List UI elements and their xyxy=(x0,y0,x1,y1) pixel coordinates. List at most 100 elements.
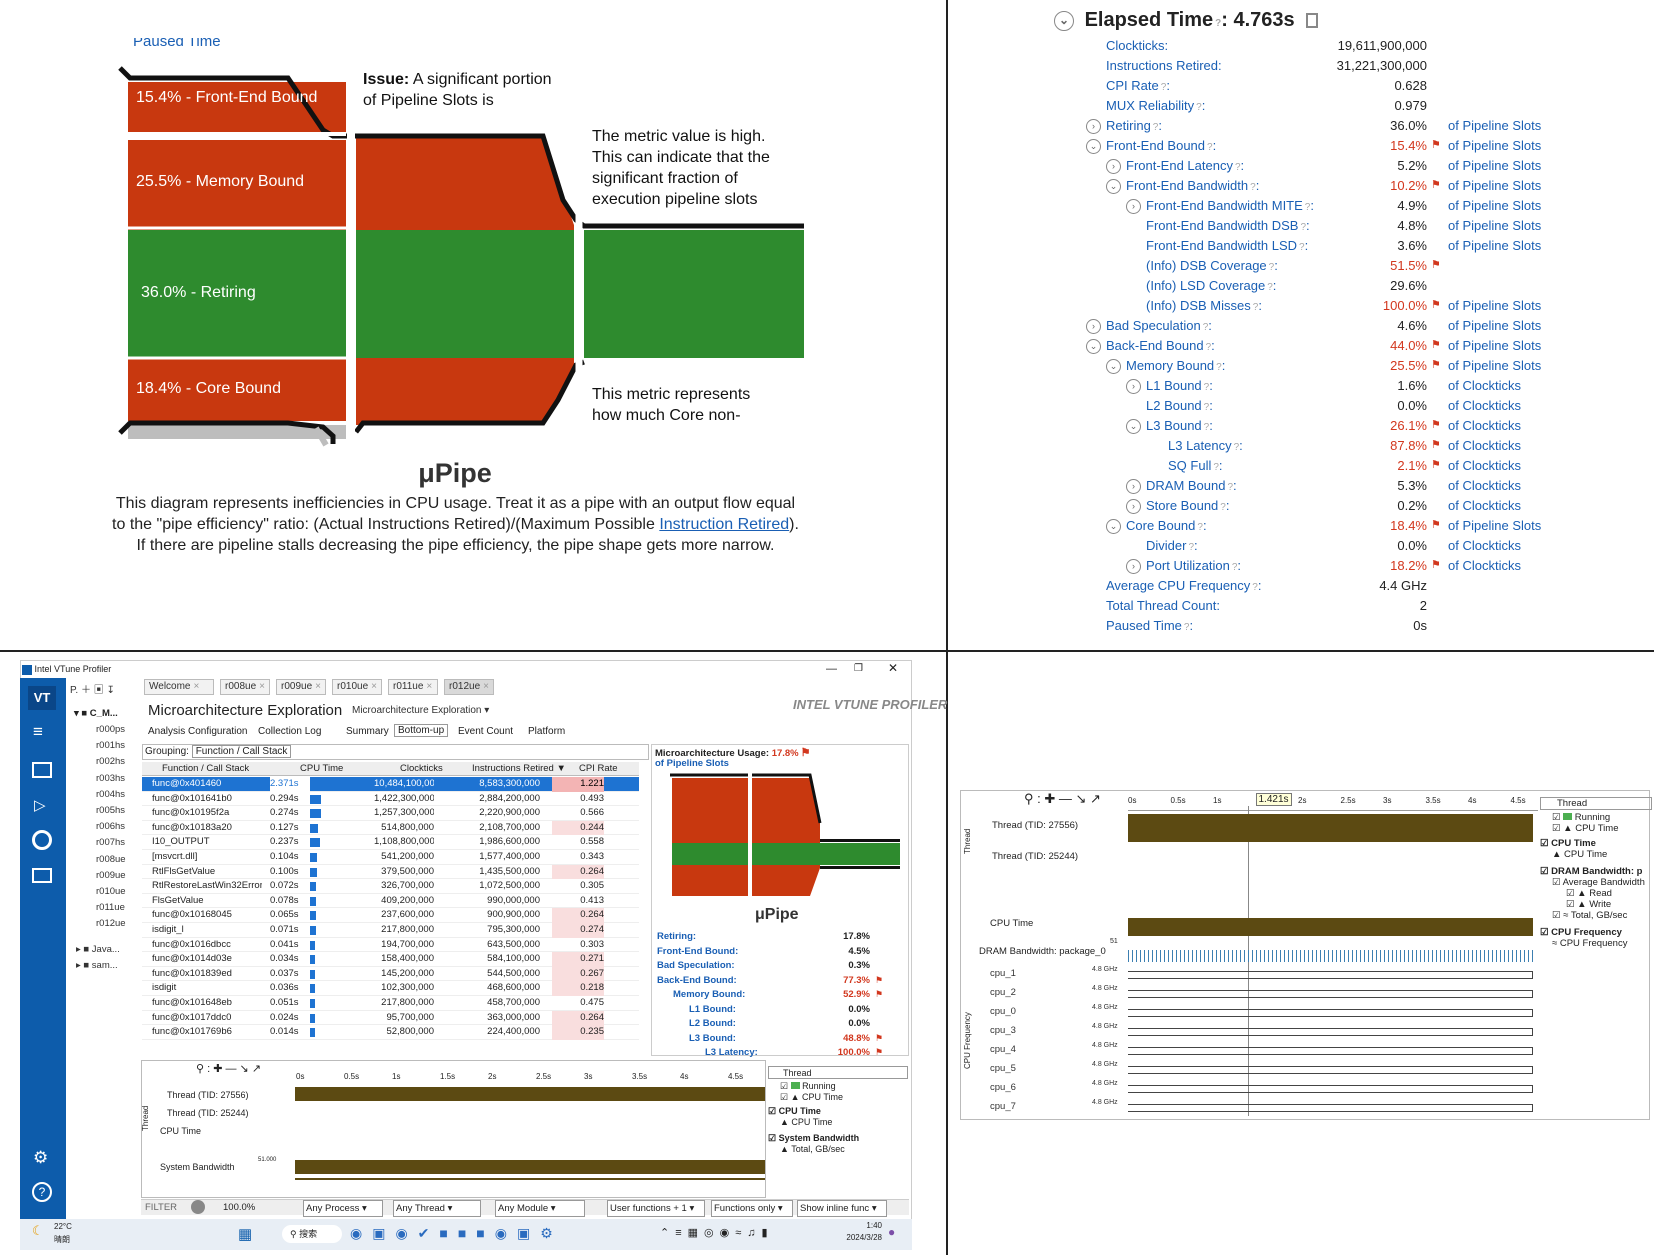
q4-legend-avg[interactable]: ☑ Average Bandwidth xyxy=(1552,877,1645,888)
subtab[interactable]: Analysis Configuration xyxy=(148,726,248,737)
tab-close-icon[interactable]: × xyxy=(371,681,377,692)
help-icon[interactable]: ? xyxy=(1304,202,1311,213)
compare-icon[interactable] xyxy=(32,830,52,850)
table-row[interactable]: func@0x101769b6 0.014s 52,800,000 224,400,0… xyxy=(142,1025,639,1040)
result-tab[interactable]: r008ue × xyxy=(220,679,270,695)
result-item[interactable]: r002hs xyxy=(96,756,126,768)
help-icon[interactable]: ? xyxy=(1197,522,1203,533)
expand-icon[interactable]: › xyxy=(1106,159,1121,175)
metric-row[interactable]: (Info) DSB Coverage?: xyxy=(1126,256,1278,276)
table-row[interactable]: RtlFlsGetValue 0.100s 379,500,000 1,435,500… xyxy=(142,864,639,880)
result-item[interactable]: r005hs xyxy=(96,805,126,816)
metric-row[interactable]: Divider?: xyxy=(1126,536,1198,556)
help-icon[interactable]: ? xyxy=(1268,262,1275,273)
table-row[interactable]: func@0x101839ed 0.037s 145,200,000 544,500,… xyxy=(142,966,639,982)
col-function[interactable]: Function / Call Stack xyxy=(162,763,250,774)
metric-row[interactable]: › Bad Speculation?: xyxy=(1086,316,1212,336)
minimize-icon[interactable]: — xyxy=(826,663,837,675)
metric-row[interactable]: L3 Latency?: xyxy=(1148,436,1243,456)
table-row[interactable]: isdigit_l 0.071s 217,800,000 795,300,000 0.2… xyxy=(142,923,639,938)
help-icon[interactable]: ? xyxy=(1213,462,1219,473)
module-select[interactable]: Any Module ▾ xyxy=(495,1200,585,1217)
metric-label[interactable]: Memory Bound xyxy=(1126,358,1215,373)
expand-icon[interactable]: › xyxy=(1126,479,1141,495)
metric-row[interactable]: ⌄ Front-End Bound?: xyxy=(1086,136,1216,156)
analysis-dropdown[interactable]: Microarchitecture Exploration ▾ xyxy=(352,705,490,716)
collapse-icon[interactable]: ⌄ xyxy=(1106,519,1121,535)
taskbar-search[interactable]: ⚲ 搜索 xyxy=(282,1225,342,1243)
metric-label[interactable]: Back-End Bound xyxy=(1106,338,1204,353)
table-row[interactable]: func@0x101648eb 0.051s 217,800,000 458,700,… xyxy=(142,996,639,1011)
metric-label[interactable]: MUX Reliability xyxy=(1106,98,1195,113)
q4-legend-cpu-group[interactable]: ☑ CPU Time xyxy=(1540,838,1596,849)
help-icon[interactable]: ? xyxy=(1220,502,1226,513)
metric-row[interactable]: › Store Bound?: xyxy=(1126,496,1229,516)
projects-icon[interactable] xyxy=(32,762,52,778)
metric-label[interactable]: Front-End Latency xyxy=(1126,158,1233,173)
thread-select[interactable]: Any Thread ▾ xyxy=(393,1200,481,1217)
collapse-icon[interactable]: ⌄ xyxy=(1054,10,1074,31)
subtab[interactable]: Event Count xyxy=(458,726,514,737)
expand-icon[interactable]: › xyxy=(1126,499,1141,515)
metric-label[interactable]: (Info) DSB Misses xyxy=(1146,298,1251,313)
tray-icons[interactable]: ⌃≡▦◎◉≈♫▮ xyxy=(660,1227,774,1239)
metric-label[interactable]: L2 Bound xyxy=(1146,398,1202,413)
metric-row[interactable]: (Info) LSD Coverage?: xyxy=(1126,276,1276,296)
tab-close-icon[interactable]: × xyxy=(193,681,200,692)
metric-row[interactable]: Total Thread Count: xyxy=(1086,596,1220,616)
q4-legend-cpu-time[interactable]: ☑ ▲ CPU Time xyxy=(1552,823,1619,834)
table-row[interactable]: func@0x401460 2.371s 10,484,100,000 8,583,3… xyxy=(142,777,639,792)
expand-icon[interactable]: › xyxy=(1086,119,1101,135)
tab-close-icon[interactable]: × xyxy=(259,681,265,692)
metric-label[interactable]: (Info) LSD Coverage xyxy=(1146,278,1266,293)
help-icon[interactable]: ? xyxy=(1160,82,1167,93)
filter-icon[interactable] xyxy=(191,1200,205,1214)
col-instructions[interactable]: Instructions Retired ▼ xyxy=(472,763,566,774)
q4-legend-running[interactable]: ☑ Running xyxy=(1552,812,1611,823)
help-icon[interactable]: ? xyxy=(1188,542,1195,553)
table-row[interactable]: isdigit 0.036s 102,300,000 468,600,000 0.218 xyxy=(142,981,639,996)
grouping-select[interactable]: Function / Call Stack xyxy=(191,745,292,758)
metric-label[interactable]: Instructions Retired: xyxy=(1106,58,1222,73)
metric-label[interactable]: Store Bound xyxy=(1146,498,1219,513)
metric-row[interactable]: Instructions Retired: xyxy=(1086,56,1222,76)
metric-row[interactable]: Average CPU Frequency?: xyxy=(1086,576,1261,596)
col-cpu-time[interactable]: CPU Time xyxy=(300,763,344,774)
help-icon[interactable]: ? xyxy=(1231,562,1238,573)
metric-row[interactable]: › Retiring?: xyxy=(1086,116,1162,136)
close-icon[interactable]: ✕ xyxy=(888,661,899,675)
help-icon[interactable]: ? xyxy=(1216,362,1222,373)
collapse-icon[interactable]: ⌄ xyxy=(1126,419,1141,435)
col-cpi[interactable]: CPI Rate xyxy=(579,763,618,774)
table-row[interactable]: func@0x1017ddc0 0.024s 95,700,000 363,000,0… xyxy=(142,1010,639,1026)
functions-only-select[interactable]: Functions only ▾ xyxy=(711,1200,793,1217)
help-icon[interactable]: ? xyxy=(1234,162,1241,173)
metric-label[interactable]: Total Thread Count: xyxy=(1106,598,1220,613)
q4-legend-freq-group[interactable]: ☑ CPU Frequency xyxy=(1540,927,1622,938)
help-icon[interactable]: ? xyxy=(1203,422,1210,433)
metric-label[interactable]: SQ Full xyxy=(1168,458,1212,473)
folder-item[interactable]: ▸ ■ Java... xyxy=(76,944,120,955)
metric-row[interactable]: ⌄ Memory Bound?: xyxy=(1106,356,1225,376)
metric-label[interactable]: Core Bound xyxy=(1126,518,1196,533)
help-icon[interactable]: ? xyxy=(1183,622,1190,633)
metric-label[interactable]: Front-End Bound xyxy=(1106,138,1206,153)
metric-label[interactable]: (Info) DSB Coverage xyxy=(1146,258,1267,273)
metric-row[interactable]: Front-End Bandwidth DSB?: xyxy=(1126,216,1310,236)
folder-icon[interactable] xyxy=(32,868,52,883)
metric-row[interactable]: Front-End Bandwidth LSD?: xyxy=(1126,236,1308,256)
notification-icon[interactable]: ● xyxy=(888,1225,896,1239)
metric-label[interactable]: Divider xyxy=(1146,538,1187,553)
table-row[interactable]: func@0x10195f2a 0.274s 1,257,300,000 2,220,… xyxy=(142,806,639,821)
legend-cpu-time-group[interactable]: ☑ CPU Time xyxy=(768,1106,821,1116)
table-row[interactable]: func@0x10183a20 0.127s 514,800,000 2,108,70… xyxy=(142,820,639,836)
metric-row[interactable]: MUX Reliability?: xyxy=(1086,96,1205,116)
q4-legend-dram[interactable]: ☑ DRAM Bandwidth: p xyxy=(1540,866,1643,877)
result-tab[interactable]: Welcome × xyxy=(144,679,214,695)
result-item[interactable]: r003hs xyxy=(96,772,126,784)
metric-label[interactable]: Bad Speculation xyxy=(1106,318,1201,333)
metric-row[interactable]: ⌄ Back-End Bound?: xyxy=(1086,336,1215,356)
tab-close-icon[interactable]: × xyxy=(315,681,321,692)
inline-select[interactable]: Show inline func ▾ xyxy=(797,1200,887,1217)
table-row[interactable]: func@0x101641b0 0.294s 1,422,300,000 2,884,… xyxy=(142,792,639,807)
